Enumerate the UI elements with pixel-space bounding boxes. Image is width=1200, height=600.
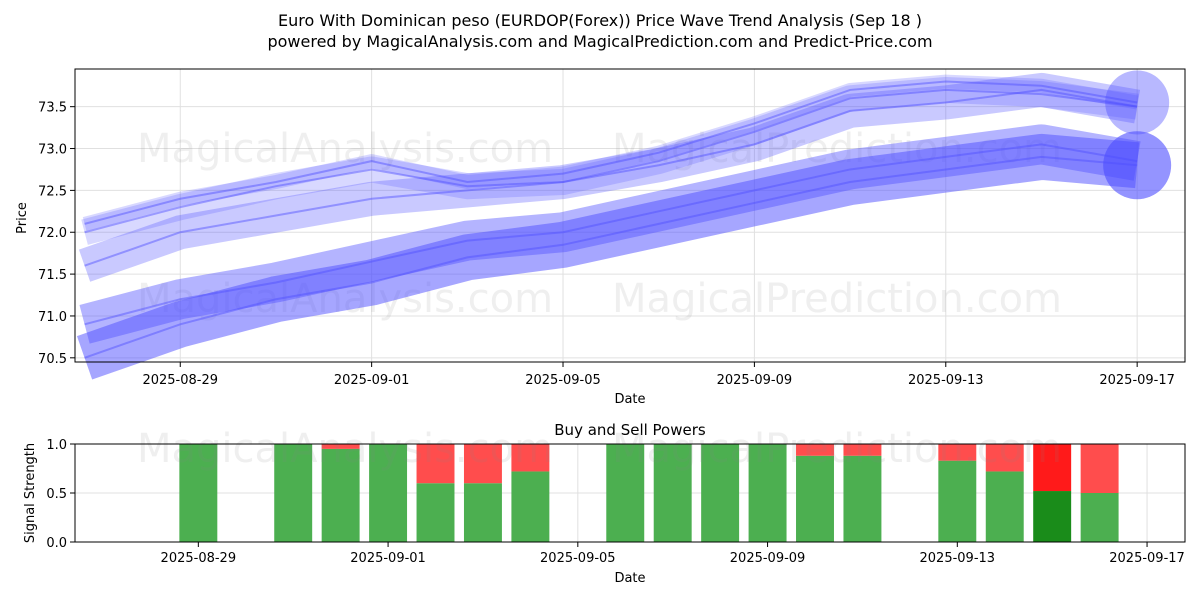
bottom-panel: Buy and Sell Powers MagicalAnalysis.com … (23, 421, 1186, 586)
bottom-x-ticks: 2025-08-29 2025-09-01 2025-09-05 2025-09-09… (161, 542, 1185, 566)
wave-line-wave-upper-2 (84, 88, 1138, 234)
top-y-axis-label: Price (15, 202, 30, 234)
wave-band-wave-upper-2 (81, 76, 1139, 245)
wave-band-wave-bottom (76, 133, 1140, 380)
sell-bar (463, 444, 502, 484)
y-tick-label: 72.0 (38, 226, 67, 241)
buy-bar (463, 483, 502, 542)
y-tick-label: 1.0 (46, 438, 67, 453)
buy-bar (796, 455, 834, 542)
wave-line-wave-bottom (84, 155, 1138, 359)
x-tick-label: 2025-08-29 (161, 551, 237, 566)
sell-bar (416, 444, 455, 484)
y-tick-label: 0.0 (46, 536, 67, 551)
buy-bar (511, 471, 550, 542)
bottom-chart-title: Buy and Sell Powers (554, 421, 706, 439)
wave-band-wave-mid (78, 72, 1141, 282)
top-axes-frame (74, 68, 1186, 363)
x-tick-label: 2025-09-05 (540, 551, 616, 566)
top-panel: MagicalAnalysis.com MagicalPrediction.co… (15, 68, 1186, 407)
sell-bar (321, 444, 360, 449)
sell-bar (938, 444, 977, 461)
buy-bar (653, 444, 692, 542)
sell-bar (796, 444, 834, 456)
buy-bar (1080, 493, 1119, 542)
watermark-analysis: MagicalAnalysis.com (137, 126, 553, 172)
top-x-axis-label: Date (614, 392, 645, 407)
buy-bar (321, 448, 360, 542)
x-tick-label: 2025-09-09 (730, 551, 806, 566)
y-tick-label: 72.5 (38, 184, 67, 199)
bottom-y-axis-label: Signal Strength (23, 443, 38, 543)
buy-bar (843, 455, 882, 542)
signal-bars (179, 444, 1119, 542)
wave-line-wave-mid (84, 88, 1138, 267)
y-tick-label: 0.5 (46, 487, 67, 502)
x-tick-label: 2025-09-17 (1109, 551, 1185, 566)
x-tick-label: 2025-09-09 (717, 373, 793, 388)
sell-bar (511, 444, 550, 472)
sell-bar (1033, 444, 1072, 492)
wave-line-wave-upper (84, 80, 1138, 225)
x-tick-label: 2025-09-17 (1099, 373, 1175, 388)
x-tick-label: 2025-09-13 (908, 373, 984, 388)
top-x-ticks: 2025-08-29 2025-09-01 2025-09-05 2025-09-09… (142, 362, 1175, 388)
y-tick-label: 73.0 (38, 143, 67, 158)
buy-bar (938, 460, 977, 542)
x-tick-label: 2025-09-01 (334, 373, 410, 388)
buy-bar (985, 471, 1024, 542)
x-tick-label: 2025-09-01 (350, 551, 426, 566)
wave-series (76, 70, 1172, 380)
watermark-prediction: MagicalPrediction.com (612, 276, 1062, 322)
wave-band-wave-upper (82, 74, 1139, 231)
buy-bar (1033, 491, 1072, 542)
chart-subtitle: powered by MagicalAnalysis.com and Magic… (267, 32, 932, 51)
chart-title: Euro With Dominican peso (EURDOP(Forex))… (278, 11, 922, 30)
top-y-ticks: 70.5 71.0 71.5 72.0 72.5 73.0 73.5 (38, 101, 75, 367)
bottom-y-ticks: 0.0 0.5 1.0 (46, 438, 75, 551)
watermark-analysis: MagicalAnalysis.com (137, 426, 553, 472)
buy-bar (606, 444, 645, 542)
y-tick-label: 73.5 (38, 101, 67, 116)
y-tick-label: 70.5 (38, 352, 67, 367)
x-tick-label: 2025-09-13 (920, 551, 996, 566)
y-tick-label: 71.0 (38, 310, 67, 325)
wave-end-marker (1103, 131, 1172, 200)
bottom-x-axis-label: Date (614, 571, 645, 586)
x-tick-label: 2025-09-05 (525, 373, 601, 388)
buy-bar (701, 444, 740, 542)
sell-bar (843, 444, 882, 456)
buy-bar (179, 444, 218, 542)
watermark-prediction: MagicalPrediction.com (612, 426, 1062, 472)
buy-bar (274, 444, 313, 542)
buy-bar (748, 444, 787, 542)
buy-bar (416, 483, 455, 542)
sell-bar (1080, 444, 1119, 493)
y-tick-label: 71.5 (38, 268, 67, 283)
buy-bar (369, 444, 408, 542)
wave-end-marker (1105, 70, 1170, 135)
sell-bar (985, 444, 1024, 472)
x-tick-label: 2025-08-29 (142, 373, 218, 388)
